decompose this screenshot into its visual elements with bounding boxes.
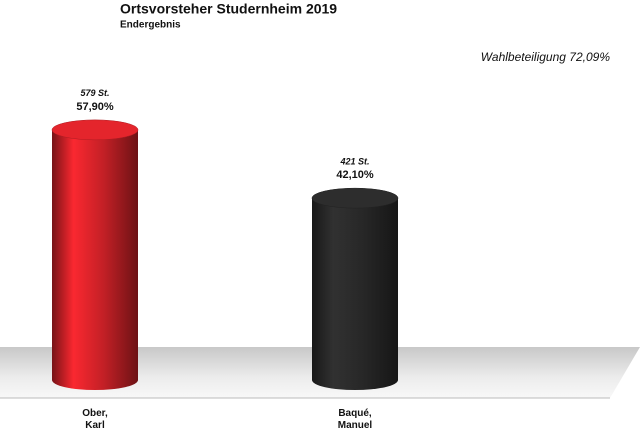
- bar-top: [51, 119, 139, 141]
- bar: [52, 129, 138, 390]
- chart-subtitle: Endergebnis: [120, 20, 181, 31]
- x-tick-label: Ober, Karl: [82, 408, 108, 431]
- vote-label: 579 St.: [80, 88, 109, 98]
- value-label: 57,90%: [76, 101, 114, 113]
- bar-top: [311, 187, 399, 209]
- vote-label: 421 St.: [339, 157, 369, 167]
- chart-title: Ortsvorsteher Studernheim 2019: [120, 1, 337, 17]
- bar: [312, 198, 398, 390]
- x-tick-label: Baqué, Manuel: [338, 408, 373, 431]
- value-label: 42,10%: [336, 169, 374, 181]
- annotation: Wahlbeteiligung 72,09%: [481, 50, 611, 64]
